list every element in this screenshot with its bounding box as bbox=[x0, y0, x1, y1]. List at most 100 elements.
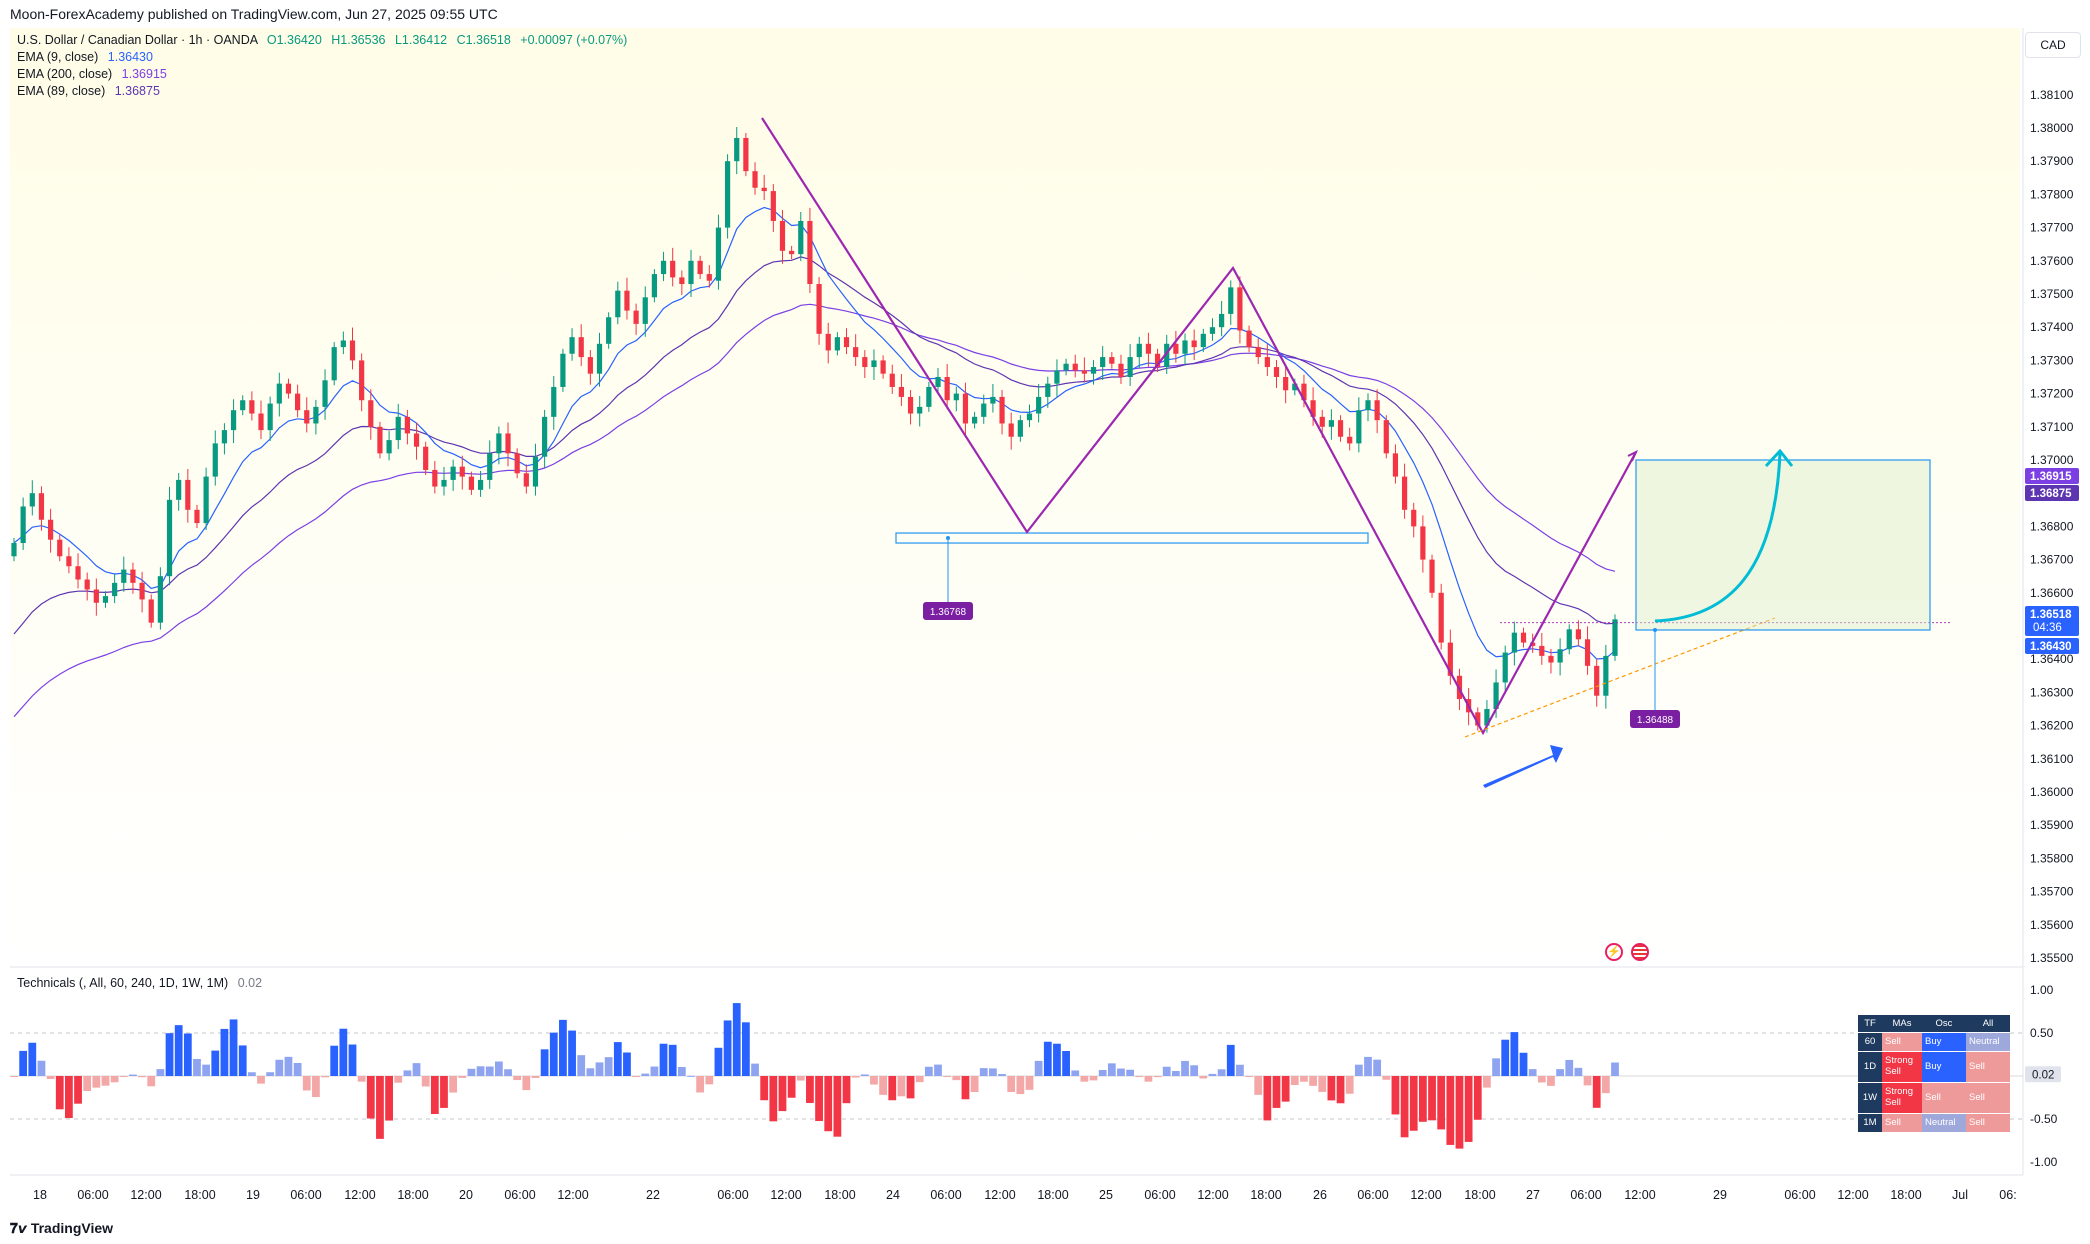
candle-body bbox=[1127, 357, 1133, 377]
candle-body bbox=[1173, 343, 1179, 354]
indicator-icons[interactable]: ⚡ bbox=[1605, 943, 1653, 963]
tech-table-header: TF MAs Osc All bbox=[1858, 1015, 2010, 1032]
candle-body bbox=[203, 476, 209, 524]
candle-body bbox=[112, 582, 118, 597]
indicator-bar bbox=[623, 1052, 631, 1076]
candle-body bbox=[66, 556, 72, 567]
candle-body bbox=[917, 406, 923, 414]
time-tick-label: 12:00 bbox=[1837, 1188, 1868, 1202]
time-tick-label: 18:00 bbox=[1250, 1188, 1281, 1202]
candle-body bbox=[249, 400, 255, 414]
candle-body bbox=[1164, 343, 1170, 368]
indicator-bar bbox=[46, 1076, 55, 1080]
candle-body bbox=[551, 386, 557, 417]
indicator-bar bbox=[321, 1076, 329, 1078]
tag-ema89-bg bbox=[2025, 485, 2079, 501]
indicator-legend[interactable]: Technicals (, All, 60, 240, 1D, 1W, 1M) … bbox=[17, 975, 262, 992]
price-tick-label: 1.37700 bbox=[2030, 221, 2074, 235]
indicator-bar bbox=[83, 1076, 92, 1092]
indicator-bar bbox=[229, 1019, 238, 1076]
candle-body bbox=[459, 466, 465, 477]
candle-body bbox=[688, 260, 694, 285]
indicator-tick-label: -1.00 bbox=[2030, 1155, 2058, 1169]
candle-body bbox=[477, 479, 484, 490]
lightning-icon[interactable]: ⚡ bbox=[1605, 943, 1623, 961]
indicator-bar bbox=[440, 1076, 448, 1108]
candle-body bbox=[1045, 383, 1051, 397]
indicator-bar bbox=[330, 1045, 339, 1076]
indicator-bar bbox=[1400, 1076, 1409, 1138]
indicator-bar bbox=[257, 1076, 265, 1084]
indicator-bar bbox=[129, 1074, 137, 1076]
indicator-bar bbox=[677, 1067, 686, 1076]
candle-body bbox=[770, 191, 776, 221]
indicator-bar bbox=[220, 1028, 229, 1076]
tradingview-logo[interactable]: 𝟕𝙫 TradingView bbox=[10, 1212, 113, 1244]
indicator-bar bbox=[348, 1044, 357, 1076]
currency-badge[interactable]: CAD bbox=[2025, 32, 2081, 58]
time-tick-label: 06: bbox=[1999, 1188, 2016, 1202]
row-tf: 60 bbox=[1858, 1033, 1882, 1051]
indicator-bar bbox=[934, 1064, 942, 1076]
time-tick-label: 18:00 bbox=[397, 1188, 428, 1202]
time-tick-label: 26 bbox=[1313, 1188, 1327, 1202]
tag-last: 1.36518 bbox=[2030, 609, 2072, 621]
candle-body bbox=[615, 290, 621, 318]
legend-ema9[interactable]: EMA (9, close) 1.36430 bbox=[17, 49, 153, 66]
time-tick-label: 06:00 bbox=[504, 1188, 535, 1202]
indicator-title: Technicals (, All, 60, 240, 1D, 1W, 1M) bbox=[17, 976, 229, 990]
indicator-bar bbox=[1135, 1076, 1144, 1077]
indicator-bar bbox=[595, 1062, 604, 1076]
time-tick-label: 20 bbox=[459, 1188, 473, 1202]
candle-body bbox=[450, 466, 456, 480]
candle-body bbox=[331, 347, 337, 381]
indicator-value: 0.02 bbox=[237, 976, 263, 990]
candle-body bbox=[1356, 410, 1362, 444]
time-tick-label: 12:00 bbox=[130, 1188, 161, 1202]
indicator-bar bbox=[604, 1057, 613, 1076]
indicator-bar bbox=[1519, 1052, 1528, 1076]
candle-body bbox=[1246, 330, 1252, 348]
zigzag-arrowhead bbox=[1627, 449, 1639, 462]
indicator-bar bbox=[1254, 1076, 1263, 1095]
candle-body bbox=[789, 250, 795, 255]
candle-body bbox=[779, 220, 786, 251]
candle-body bbox=[1182, 340, 1188, 354]
legend-ema200-value: 1.36915 bbox=[121, 67, 167, 81]
entry-point bbox=[1653, 627, 1657, 632]
candle-body bbox=[57, 539, 63, 557]
legend-ema89[interactable]: EMA (89, close) 1.36875 bbox=[17, 83, 160, 100]
indicator-bar bbox=[1537, 1076, 1546, 1083]
candle-body bbox=[487, 453, 493, 480]
price-tick-label: 1.35600 bbox=[2030, 918, 2074, 932]
candle-body bbox=[624, 290, 630, 311]
candle-body bbox=[47, 519, 54, 540]
tech-table: TF MAs Osc All 60 Sell Buy Neutral 1D St… bbox=[1858, 1015, 2010, 1132]
candle-body bbox=[834, 337, 840, 351]
indicator-bar bbox=[1318, 1076, 1327, 1092]
tag-ema200-bg bbox=[2025, 468, 2079, 484]
candle-body bbox=[1209, 327, 1216, 334]
time-tick-label: 12:00 bbox=[1410, 1188, 1441, 1202]
candle-body bbox=[139, 582, 145, 600]
candle-body bbox=[1566, 629, 1572, 650]
candle-body bbox=[38, 493, 45, 520]
time-tick-label: 12:00 bbox=[344, 1188, 375, 1202]
indicator-bar bbox=[687, 1075, 695, 1077]
time-tick-label: 12:00 bbox=[1624, 1188, 1655, 1202]
legend-ema200[interactable]: EMA (200, close) 1.36915 bbox=[17, 66, 167, 83]
indicator-bar bbox=[1171, 1071, 1180, 1076]
symbol-legend[interactable]: U.S. Dollar / Canadian Dollar · 1h · OAN… bbox=[17, 32, 627, 49]
us-flag-icon[interactable] bbox=[1631, 943, 1649, 961]
indicator-bar bbox=[979, 1068, 988, 1076]
indicator-bar bbox=[430, 1076, 439, 1114]
candle-body bbox=[633, 310, 639, 324]
time-tick-label: Jul bbox=[1952, 1188, 1968, 1202]
ema89-line bbox=[13, 256, 1616, 635]
candle-body bbox=[1036, 396, 1042, 414]
row-mas: Strong Sell bbox=[1882, 1083, 1922, 1113]
candle-body bbox=[1475, 712, 1481, 726]
candle-body bbox=[359, 360, 365, 401]
candle-body bbox=[798, 220, 804, 255]
